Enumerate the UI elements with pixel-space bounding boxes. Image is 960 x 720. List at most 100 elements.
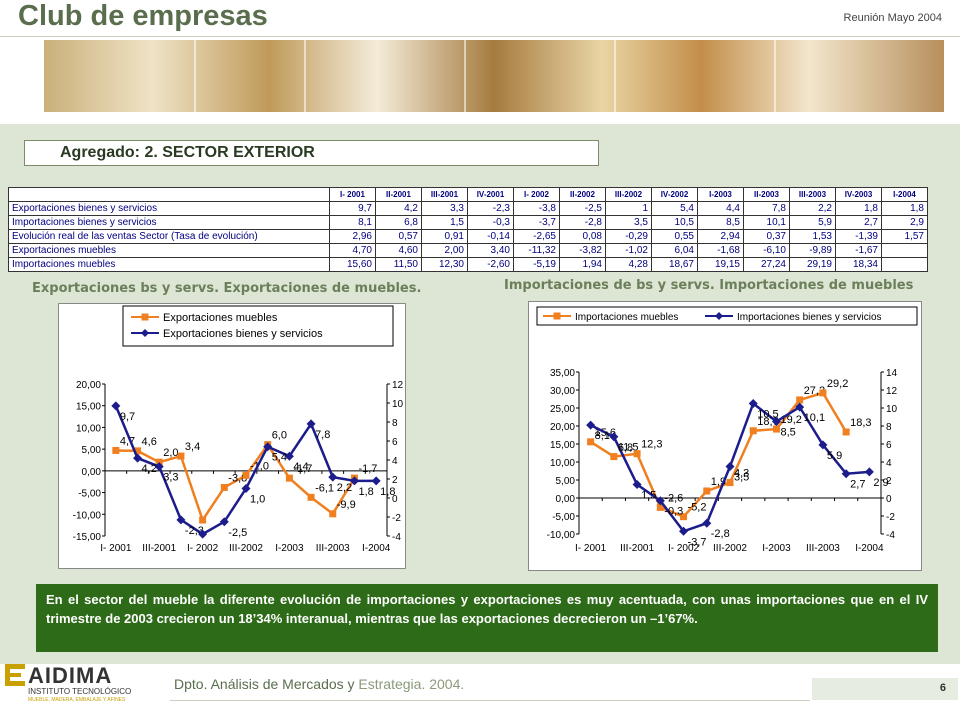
table-cell: 3,40 <box>467 243 514 258</box>
table-cell: 4,2 <box>375 201 422 216</box>
table-cell: -2,60 <box>467 257 514 272</box>
data-point-square <box>656 503 664 511</box>
table-cell: -1,39 <box>835 229 882 244</box>
table-column-header: II-2003 <box>743 187 790 202</box>
table-row: Evolución real de las ventas Sector (Tas… <box>8 229 928 244</box>
table-cell: 11,50 <box>375 257 422 272</box>
table-cell: 4,4 <box>697 201 744 216</box>
table-column-header: I-2004 <box>881 187 928 202</box>
table-row: Importaciones bienes y servicios 8,1 6,8 1,… <box>8 215 928 230</box>
table-column-header: III-2001 <box>421 187 468 202</box>
table-row-label: Exportaciones muebles <box>8 243 330 258</box>
table-cell: 0,55 <box>651 229 698 244</box>
table-cell: 1 <box>605 201 652 216</box>
data-label: 1,0 <box>250 494 265 506</box>
data-point-diamond <box>328 472 338 482</box>
data-label: 2,0 <box>163 447 178 459</box>
right-axis-tick-label: -2 <box>886 512 895 523</box>
data-label: 5,9 <box>827 450 842 462</box>
banner-image <box>44 40 944 112</box>
data-point-square <box>819 389 827 397</box>
x-axis-tick-label: III-2003 <box>806 543 840 554</box>
data-label: 4,4 <box>293 461 308 473</box>
left-axis-tick-label: -5,00 <box>78 489 101 500</box>
right-axis-tick-label: 12 <box>392 380 404 391</box>
left-axis-tick-label: 20,00 <box>76 380 101 391</box>
data-point-square <box>177 452 185 460</box>
legend-label: Importaciones muebles <box>575 312 678 323</box>
table-cell: -6,10 <box>743 243 790 258</box>
right-axis-tick-label: -4 <box>886 530 895 541</box>
left-axis-tick-label: 20,00 <box>550 422 575 433</box>
table-row-label: Importaciones bienes y servicios <box>8 215 330 230</box>
left-axis-tick-label: 35,00 <box>550 368 575 379</box>
data-label: 8,5 <box>780 427 795 439</box>
right-axis-tick-label: 6 <box>392 437 398 448</box>
right-axis-tick-label: -4 <box>392 532 401 543</box>
x-axis-tick-label: I-2004 <box>362 543 391 554</box>
legend-label: Exportaciones muebles <box>163 312 278 324</box>
data-point-square <box>842 428 850 436</box>
data-point-diamond <box>655 496 665 506</box>
left-axis-tick-label: 10,00 <box>76 423 101 434</box>
table-cell: 1,8 <box>835 201 882 216</box>
data-label: -5,2 <box>688 502 707 514</box>
table-cell: 10,5 <box>651 215 698 230</box>
left-axis-tick-label: 15,00 <box>76 402 101 413</box>
right-axis-tick-label: 14 <box>886 368 898 379</box>
table-cell: 2,00 <box>421 243 468 258</box>
data-point-square <box>199 516 207 524</box>
data-point-diamond <box>748 399 758 408</box>
data-point-diamond <box>371 476 381 486</box>
data-label: -1,7 <box>293 463 312 475</box>
table-cell: 0,57 <box>375 229 422 244</box>
table-cell: 27,24 <box>743 257 790 272</box>
data-point-diamond <box>586 420 596 430</box>
footer-dept-rest: Estrategia. 2004. <box>358 676 465 692</box>
table-column-header: I-2003 <box>697 187 744 202</box>
table-cell: 29,19 <box>789 257 836 272</box>
legend-marker-diamond <box>141 329 149 337</box>
data-point-diamond <box>111 401 121 411</box>
table-cell: 8,1 <box>329 215 376 230</box>
data-point-diamond <box>176 515 186 525</box>
footer-dept: Dpto. Análisis de Mercados y <box>174 676 355 692</box>
right-axis-tick-label: 4 <box>886 458 892 469</box>
data-point-square <box>749 427 757 435</box>
table-header-empty <box>8 187 330 202</box>
left-axis-tick-label: -10,00 <box>73 510 102 521</box>
table-cell: -3,7 <box>513 215 560 230</box>
right-axis-tick-label: 12 <box>886 386 898 397</box>
left-axis-tick-label: 10,00 <box>550 458 575 469</box>
table-body: Exportaciones bienes y servicios 9,7 4,2 3,… <box>8 201 928 272</box>
data-point-square <box>285 474 293 482</box>
data-point-diamond <box>154 462 164 472</box>
table-cell: 2,94 <box>697 229 744 244</box>
logo-tagline: MUEBLE, MADERA, EMBALAJE Y AFINES <box>28 697 126 703</box>
chart2-svg: -10,00 -5,00 0,00 5,00 10,00 15,00 20,00 25,00 3… <box>536 306 918 554</box>
page-number: 6 <box>939 682 946 694</box>
data-label: 4,3 <box>734 468 749 480</box>
table-cell: -5,19 <box>513 257 560 272</box>
data-point-diamond <box>679 526 689 536</box>
table-cell: 0,37 <box>743 229 790 244</box>
data-point-diamond <box>219 517 229 527</box>
table-row-label: Importaciones muebles <box>8 257 330 272</box>
x-axis-tick-label: III-2001 <box>142 543 176 554</box>
table-cell: -2,8 <box>559 215 606 230</box>
table-cell: 0,08 <box>559 229 606 244</box>
table-cell: 0,91 <box>421 229 468 244</box>
table-cell: -0,14 <box>467 229 514 244</box>
data-point-diamond <box>632 480 642 489</box>
x-axis-tick-label: I- 2002 <box>187 543 219 554</box>
left-axis-tick-label: -10,00 <box>547 530 576 541</box>
table-cell: 4,28 <box>605 257 652 272</box>
data-label: 2,2 <box>337 482 352 494</box>
legend-marker-diamond <box>715 312 723 320</box>
table-cell: -1,02 <box>605 243 652 258</box>
table-cell: -2,65 <box>513 229 560 244</box>
table-cell: 4,60 <box>375 243 422 258</box>
legend-label: Importaciones bienes y servicios <box>737 312 882 323</box>
x-axis-tick-label: III-2002 <box>713 543 747 554</box>
table-cell: 18,34 <box>835 257 882 272</box>
